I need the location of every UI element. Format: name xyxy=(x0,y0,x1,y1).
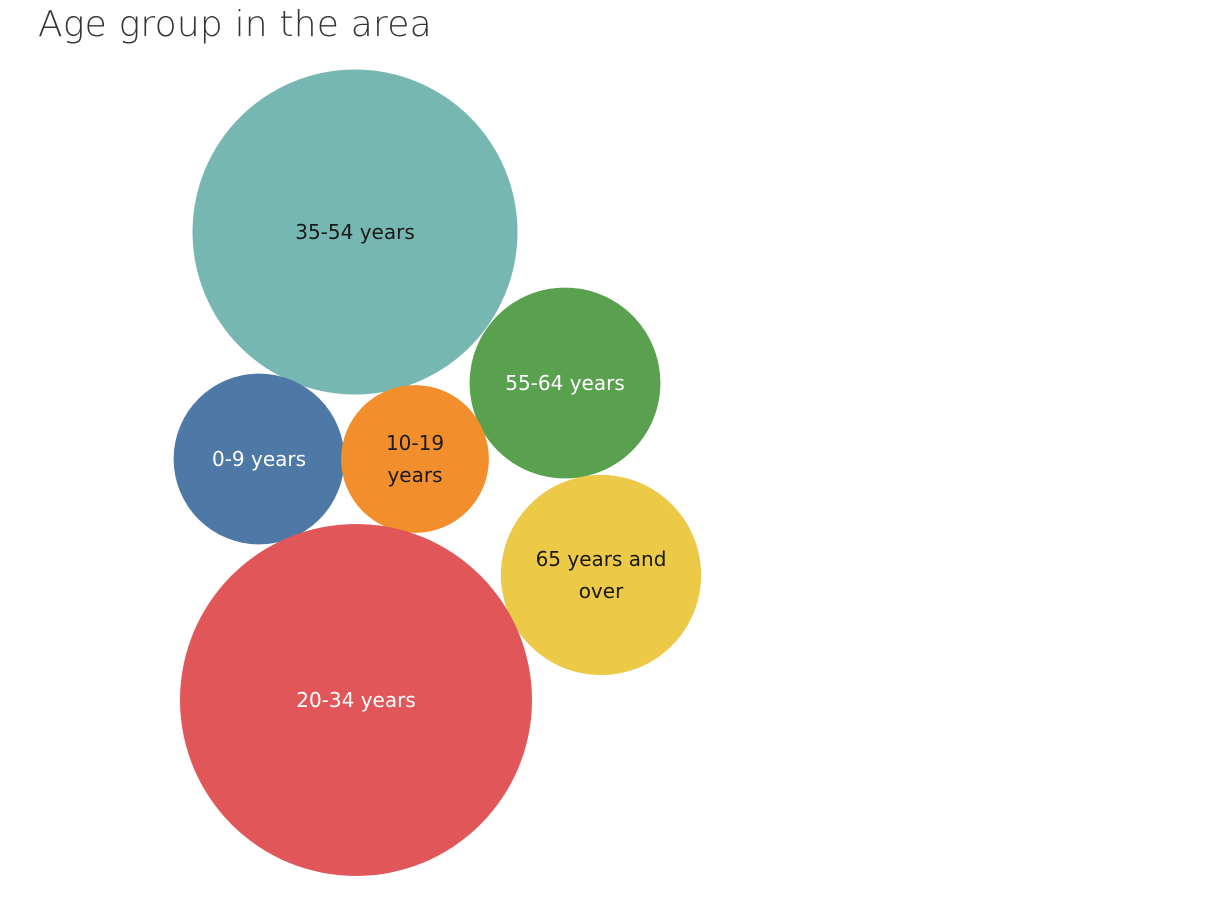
bubble-label-0-9-years: 0-9 years xyxy=(212,447,306,471)
bubble-0-9-years[interactable]: 0-9 years xyxy=(173,373,345,545)
bubble-label-line: 10-19 xyxy=(386,431,444,455)
bubble-35-54-years[interactable]: 35-54 years xyxy=(192,69,518,395)
bubble-65-years-and-over[interactable]: 65 years and over xyxy=(500,474,702,676)
bubble-20-34-years[interactable]: 20-34 years xyxy=(180,524,532,876)
bubble-circle-35-54-years[interactable] xyxy=(192,69,518,395)
bubble-label-65-years-and-over: 65 years and over xyxy=(536,547,667,603)
bubble-label-line: 65 years and xyxy=(536,547,667,571)
chart-title: Age group in the area xyxy=(38,4,432,45)
bubble-55-64-years[interactable]: 55-64 years xyxy=(469,287,661,479)
bubble-label-line: 55-64 years xyxy=(505,371,625,395)
bubble-circle-20-34-years[interactable] xyxy=(180,524,532,876)
bubble-label-55-64-years: 55-64 years xyxy=(505,371,625,395)
bubble-circle-65-years-and-over[interactable] xyxy=(500,474,702,676)
bubble-circle-55-64-years[interactable] xyxy=(469,287,661,479)
bubble-circle-10-19-years[interactable] xyxy=(341,385,489,533)
bubble-label-line: over xyxy=(579,579,624,603)
bubble-label-20-34-years: 20-34 years xyxy=(296,688,416,712)
bubble-label-line: years xyxy=(387,463,442,487)
bubble-label-line: 35-54 years xyxy=(295,220,415,244)
bubble-10-19-years[interactable]: 10-19 years xyxy=(341,385,489,533)
bubble-label-line: 20-34 years xyxy=(296,688,416,712)
bubble-label-10-19-years: 10-19 years xyxy=(386,431,444,487)
bubble-label-35-54-years: 35-54 years xyxy=(295,220,415,244)
bubble-label-line: 0-9 years xyxy=(212,447,306,471)
bubble-circle-0-9-years[interactable] xyxy=(173,373,345,545)
